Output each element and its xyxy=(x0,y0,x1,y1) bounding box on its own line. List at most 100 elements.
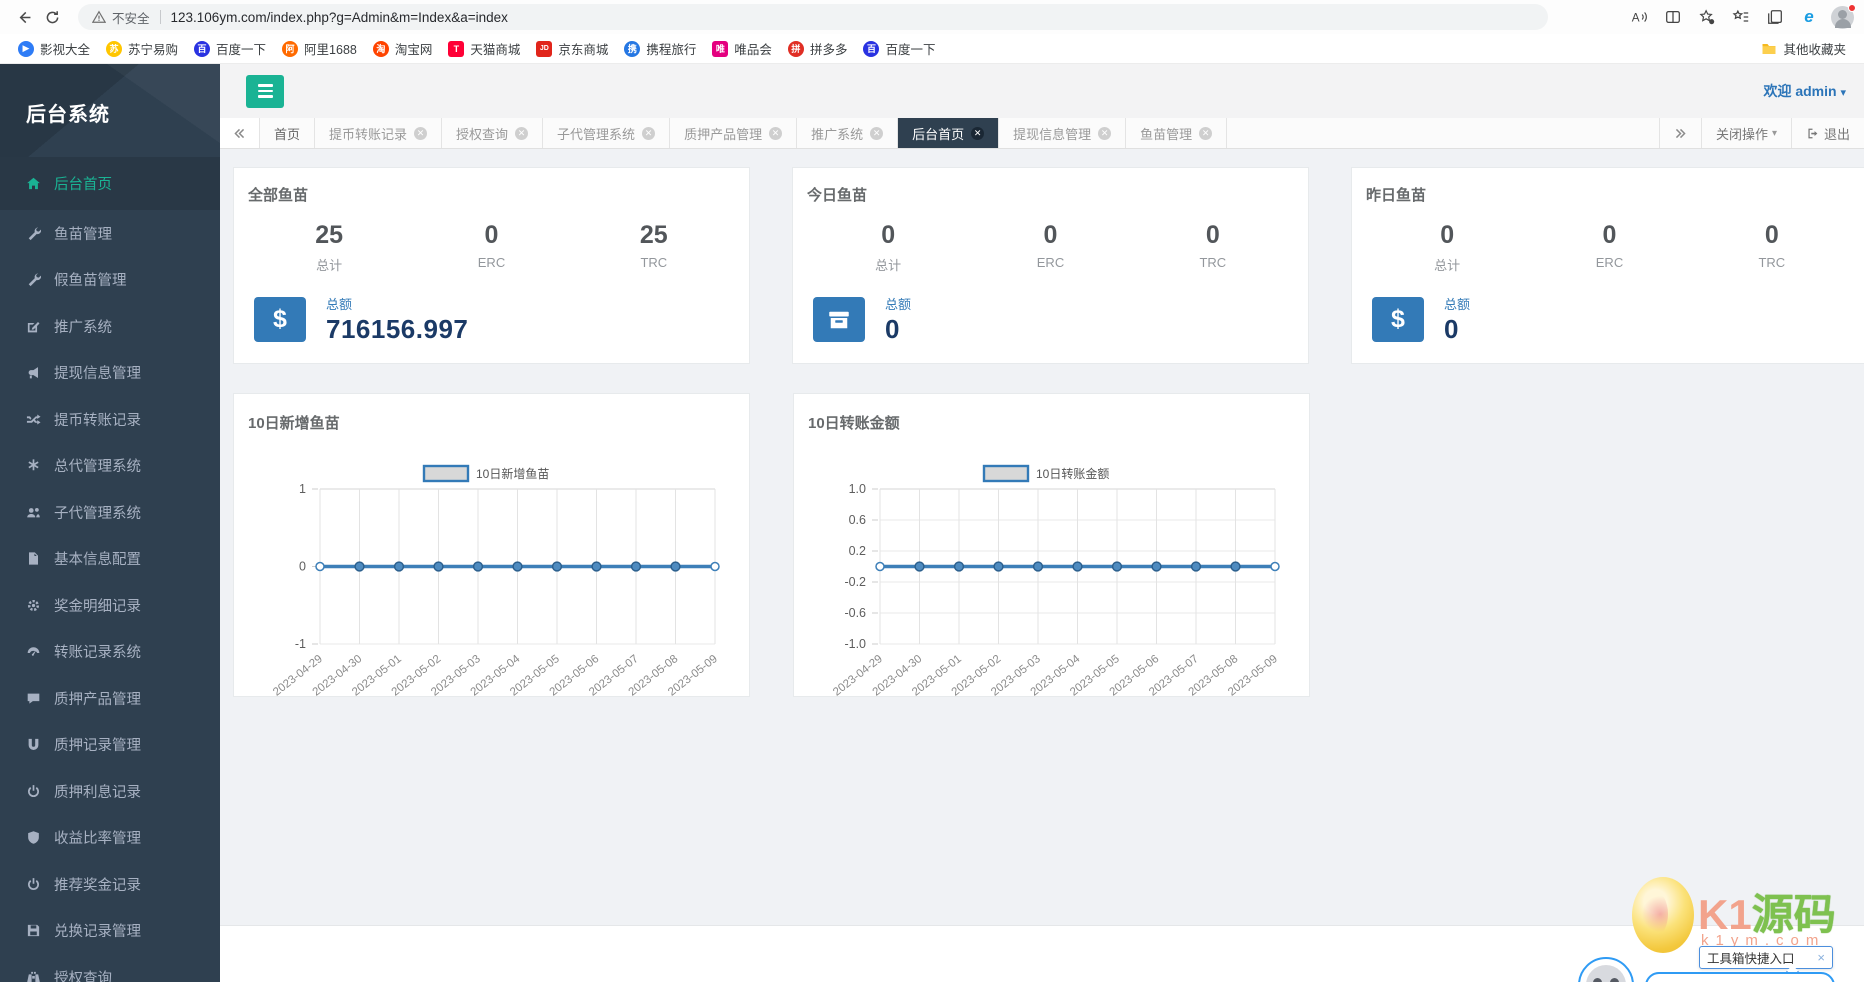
tab-3[interactable]: 授权查询 ✕ xyxy=(442,118,544,148)
bookmark-item[interactable]: JD 京东商城 xyxy=(528,36,616,61)
card-total: $ 总额 0 xyxy=(1372,294,1853,345)
close-operations-dropdown[interactable]: 关闭操作 ▾ xyxy=(1700,118,1791,148)
stat-label: ERC xyxy=(477,255,506,270)
tab-8[interactable]: 提现信息管理 ✕ xyxy=(999,118,1127,148)
bookmark-item[interactable]: T 天猫商城 xyxy=(440,36,528,61)
bookmark-item[interactable]: 百百度一下 xyxy=(855,36,943,61)
svg-text:0.2: 0.2 xyxy=(849,544,866,558)
content: 全部鱼苗 25 总计 0 ERC 25 TRC $ 总额 716156.997 今日鱼苗 0 总计 0 ER… xyxy=(220,149,1864,982)
tab-label: 子代管理系统 xyxy=(557,126,636,142)
sidebar-item-17[interactable]: 兑换记录管理 xyxy=(0,908,220,955)
svg-text:0: 0 xyxy=(299,560,306,574)
sidebar-item-12[interactable]: 质押产品管理 xyxy=(0,675,220,722)
bookmark-item[interactable]: 阿阿里1688 xyxy=(274,36,365,61)
bookmark-item[interactable]: ▶ 影视大全 xyxy=(10,36,98,61)
tab-bar: 首页 提币转账记录 ✕ 授权查询 ✕ 子代管理系统 ✕ 质押产品管理 ✕ 推广系统 ✕ 后台首页 ✕ 提现… xyxy=(220,118,1864,149)
sidebar-item-label: 假鱼苗管理 xyxy=(54,273,127,290)
sidebar-item-16[interactable]: 推荐奖金记录 xyxy=(0,861,220,908)
sidebar-item-3[interactable]: 假鱼苗管理 xyxy=(0,257,220,304)
card-stat: 0 ERC xyxy=(969,221,1131,274)
sidebar-item-11[interactable]: 转账记录系统 xyxy=(0,629,220,676)
close-icon[interactable]: × xyxy=(1817,950,1825,965)
sidebar-item-15[interactable]: 收益比率管理 xyxy=(0,815,220,862)
back-icon[interactable] xyxy=(10,3,38,31)
favorites-bar-icon[interactable] xyxy=(1729,5,1753,29)
tab-close-icon[interactable]: ✕ xyxy=(1098,126,1112,140)
comment-icon xyxy=(26,691,41,706)
line-chart: 10日转账金额1.00.60.2-0.2-0.6-1.02023-04-2920… xyxy=(831,464,1280,698)
sidebar-item-5[interactable]: 提现信息管理 xyxy=(0,350,220,397)
collections-icon[interactable] xyxy=(1763,5,1787,29)
sidebar-item-13[interactable]: 质押记录管理 xyxy=(0,722,220,769)
tab-6[interactable]: 推广系统 ✕ xyxy=(797,118,899,148)
svg-text:-0.2: -0.2 xyxy=(844,575,866,589)
sidebar-item-7[interactable]: 总代管理系统 xyxy=(0,443,220,490)
sidebar-item-2[interactable]: 鱼苗管理 xyxy=(0,210,220,257)
sidebar-item-label: 奖金明细记录 xyxy=(54,598,141,615)
tab-close-icon[interactable]: ✕ xyxy=(769,126,783,140)
bookmark-item[interactable]: 携携程旅行 xyxy=(616,36,704,61)
sidebar-item-9[interactable]: 基本信息配置 xyxy=(0,536,220,583)
logout-button[interactable]: 退出 xyxy=(1790,118,1864,148)
user-menu[interactable]: 欢迎 admin ▾ xyxy=(1763,81,1846,101)
other-favorites[interactable]: 其他收藏夹 xyxy=(1753,36,1854,61)
bookmark-item[interactable]: 唯唯品会 xyxy=(704,36,780,61)
tab-5[interactable]: 质押产品管理 ✕ xyxy=(670,118,798,148)
ie-mode-icon[interactable]: e xyxy=(1804,7,1814,26)
bookmark-item[interactable]: 淘淘宝网 xyxy=(365,36,441,61)
tab-close-icon[interactable]: ✕ xyxy=(642,126,656,140)
card-stat: 0 ERC xyxy=(1528,221,1690,274)
tab-label: 质押产品管理 xyxy=(684,126,763,142)
profile-avatar[interactable] xyxy=(1831,3,1856,29)
tab-close-icon[interactable]: ✕ xyxy=(1199,126,1213,140)
bookmark-label: 天猫商城 xyxy=(470,43,521,57)
logout-label: 退出 xyxy=(1823,126,1850,142)
logout-icon xyxy=(1808,128,1818,138)
stat-value: 0 xyxy=(1764,221,1779,249)
tab-close-icon[interactable]: ✕ xyxy=(870,126,884,140)
asterisk-icon xyxy=(26,458,41,473)
sidebar-item-8[interactable]: 子代管理系统 xyxy=(0,489,220,536)
sidebar-item-18[interactable]: 授权查询 xyxy=(0,954,220,982)
sidebar-item-label: 鱼苗管理 xyxy=(54,226,112,243)
svg-text:A: A xyxy=(1632,12,1640,25)
tab-9[interactable]: 鱼苗管理 ✕ xyxy=(1126,118,1228,148)
toolbox-bubble[interactable] xyxy=(1645,972,1835,982)
summary-card-1: 全部鱼苗 25 总计 0 ERC 25 TRC $ 总额 716156.997 xyxy=(233,167,750,364)
chart-panel-title: 10日转账金额 xyxy=(808,415,900,432)
bookmark-favicon: 携 xyxy=(624,40,641,57)
bookmark-item[interactable]: 拼拼多多 xyxy=(780,36,856,61)
tab-label: 提币转账记录 xyxy=(329,126,408,142)
sidebar-item-4[interactable]: 推广系统 xyxy=(0,303,220,350)
svg-text:1.0: 1.0 xyxy=(849,482,866,496)
sidebar-item-label: 质押利息记录 xyxy=(54,784,141,801)
tabs-scroll-left-button[interactable] xyxy=(220,118,260,148)
sidebar-item-10[interactable]: 奖金明细记录 xyxy=(0,582,220,629)
bookmark-item[interactable]: 苏苏宁易购 xyxy=(98,36,186,61)
favorites-icon[interactable] xyxy=(1695,5,1719,29)
watermark-logo xyxy=(1632,877,1694,953)
tab-1[interactable]: 首页 xyxy=(260,118,316,148)
tab-close-icon[interactable]: ✕ xyxy=(971,126,985,140)
sidebar-item-6[interactable]: 提币转账记录 xyxy=(0,396,220,443)
tab-close-icon[interactable]: ✕ xyxy=(515,126,529,140)
svg-text:-1.0: -1.0 xyxy=(844,637,866,651)
address-bar[interactable]: 不安全 123.106ym.com/index.php?g=Admin&m=In… xyxy=(78,4,1548,30)
bookmarks-bar: ▶ 影视大全苏苏宁易购百百度一下阿阿里1688 淘淘宝网 T 天猫商城 JD 京东商城携携程… xyxy=(0,34,1864,64)
tabs-scroll-right-button[interactable] xyxy=(1658,118,1701,148)
tab-4[interactable]: 子代管理系统 ✕ xyxy=(543,118,671,148)
svg-text:-1: -1 xyxy=(295,637,306,651)
sidebar-item-14[interactable]: 质押利息记录 xyxy=(0,768,220,815)
refresh-icon[interactable] xyxy=(38,3,66,31)
sidebar-item-1[interactable]: 后台首页 xyxy=(0,157,220,210)
bookmark-favicon: 淘 xyxy=(372,40,389,57)
bookmark-item[interactable]: 百百度一下 xyxy=(186,36,274,61)
read-aloud-icon[interactable]: A xyxy=(1627,5,1651,29)
tab-close-icon[interactable]: ✕ xyxy=(414,126,428,140)
svg-text:-0.6: -0.6 xyxy=(844,606,866,620)
split-screen-icon[interactable] xyxy=(1661,5,1685,29)
tab-7[interactable]: 后台首页 ✕ xyxy=(898,118,1000,148)
tab-2[interactable]: 提币转账记录 ✕ xyxy=(315,118,443,148)
menu-toggle-button[interactable] xyxy=(246,74,284,108)
card-stats: 25 总计 0 ERC 25 TRC xyxy=(248,221,735,274)
